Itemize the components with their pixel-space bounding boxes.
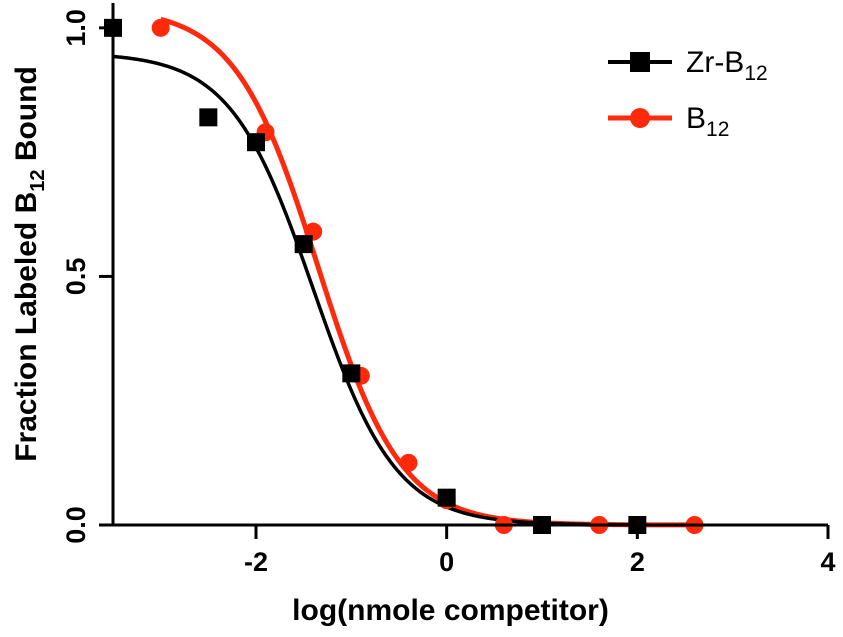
x-tick-label: 4 (820, 547, 835, 577)
legend-marker-series-2 (630, 108, 650, 128)
legend-label-subscript: 12 (744, 62, 767, 85)
data-point-series-1-4 (294, 235, 313, 254)
x-tick-label: 0 (439, 547, 454, 577)
y-tick-label: 0.5 (61, 258, 91, 296)
y-axis-title-main: Fraction Labeled B (10, 192, 43, 462)
x-tick-label: 2 (630, 547, 645, 577)
data-markers (104, 18, 704, 534)
legend-label-series-2: B12 (686, 102, 729, 141)
data-point-series-1-6 (437, 488, 456, 507)
y-axis-title-tail: Bound (10, 66, 43, 169)
tick-labels: -2 0 2 4 0.0 0.5 1.0 (61, 9, 836, 577)
y-tick-label: 1.0 (61, 9, 91, 47)
legend-label-prefix: B (686, 102, 706, 135)
fit-curves (112, 16, 695, 528)
data-point-series-2-1 (151, 18, 170, 37)
data-point-series-1-2 (199, 108, 218, 127)
axis-titles: log(nmole competitor) Fraction Labeled B1… (10, 66, 609, 627)
legend-label-series-1: Zr-B12 (686, 46, 768, 85)
data-point-series-1-3 (247, 133, 265, 152)
data-point-series-1-5 (342, 364, 361, 383)
fit-curve-series-1 (112, 54, 638, 527)
x-axis-title: log(nmole competitor) (292, 594, 609, 627)
axes (99, 3, 830, 539)
data-point-series-2-5 (399, 453, 418, 472)
legend-label-subscript: 12 (706, 118, 729, 141)
legend-marker-series-1 (630, 52, 650, 72)
fit-curve-series-2 (160, 16, 695, 528)
y-axis-title-subscript: 12 (27, 170, 49, 192)
x-tick-label: -2 (244, 547, 268, 577)
legend-label-prefix: Zr-B (686, 46, 744, 79)
y-tick-label: 0.0 (61, 506, 91, 544)
y-axis-title: Fraction Labeled B12 Bound (10, 66, 49, 462)
